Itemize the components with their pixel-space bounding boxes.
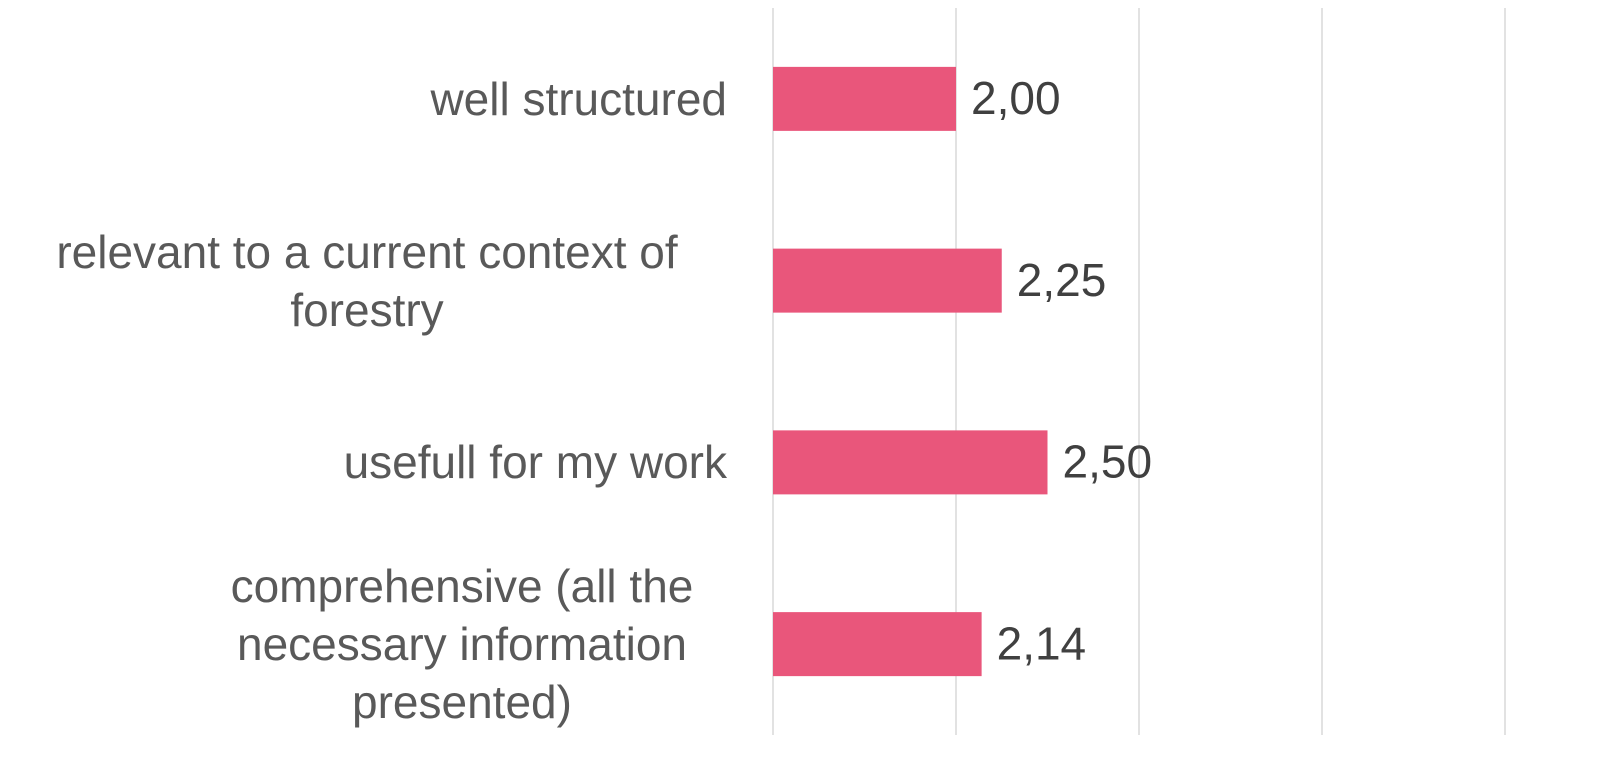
data-label: 2,14 (997, 617, 1087, 669)
data-label: 2,00 (971, 72, 1061, 124)
data-label: 2,25 (1017, 254, 1107, 306)
bar (773, 66, 956, 131)
y-tick-label: well structured (430, 72, 727, 125)
bar (773, 612, 982, 677)
bar (773, 430, 1048, 495)
y-tick-label: usefull for my work (343, 436, 727, 489)
y-tick-label: comprehensive (all the necessary informa… (230, 560, 694, 729)
bar (773, 248, 1002, 313)
y-tick-label: relevant to a current context of forestr… (56, 225, 678, 336)
data-label: 2,50 (1063, 436, 1153, 488)
